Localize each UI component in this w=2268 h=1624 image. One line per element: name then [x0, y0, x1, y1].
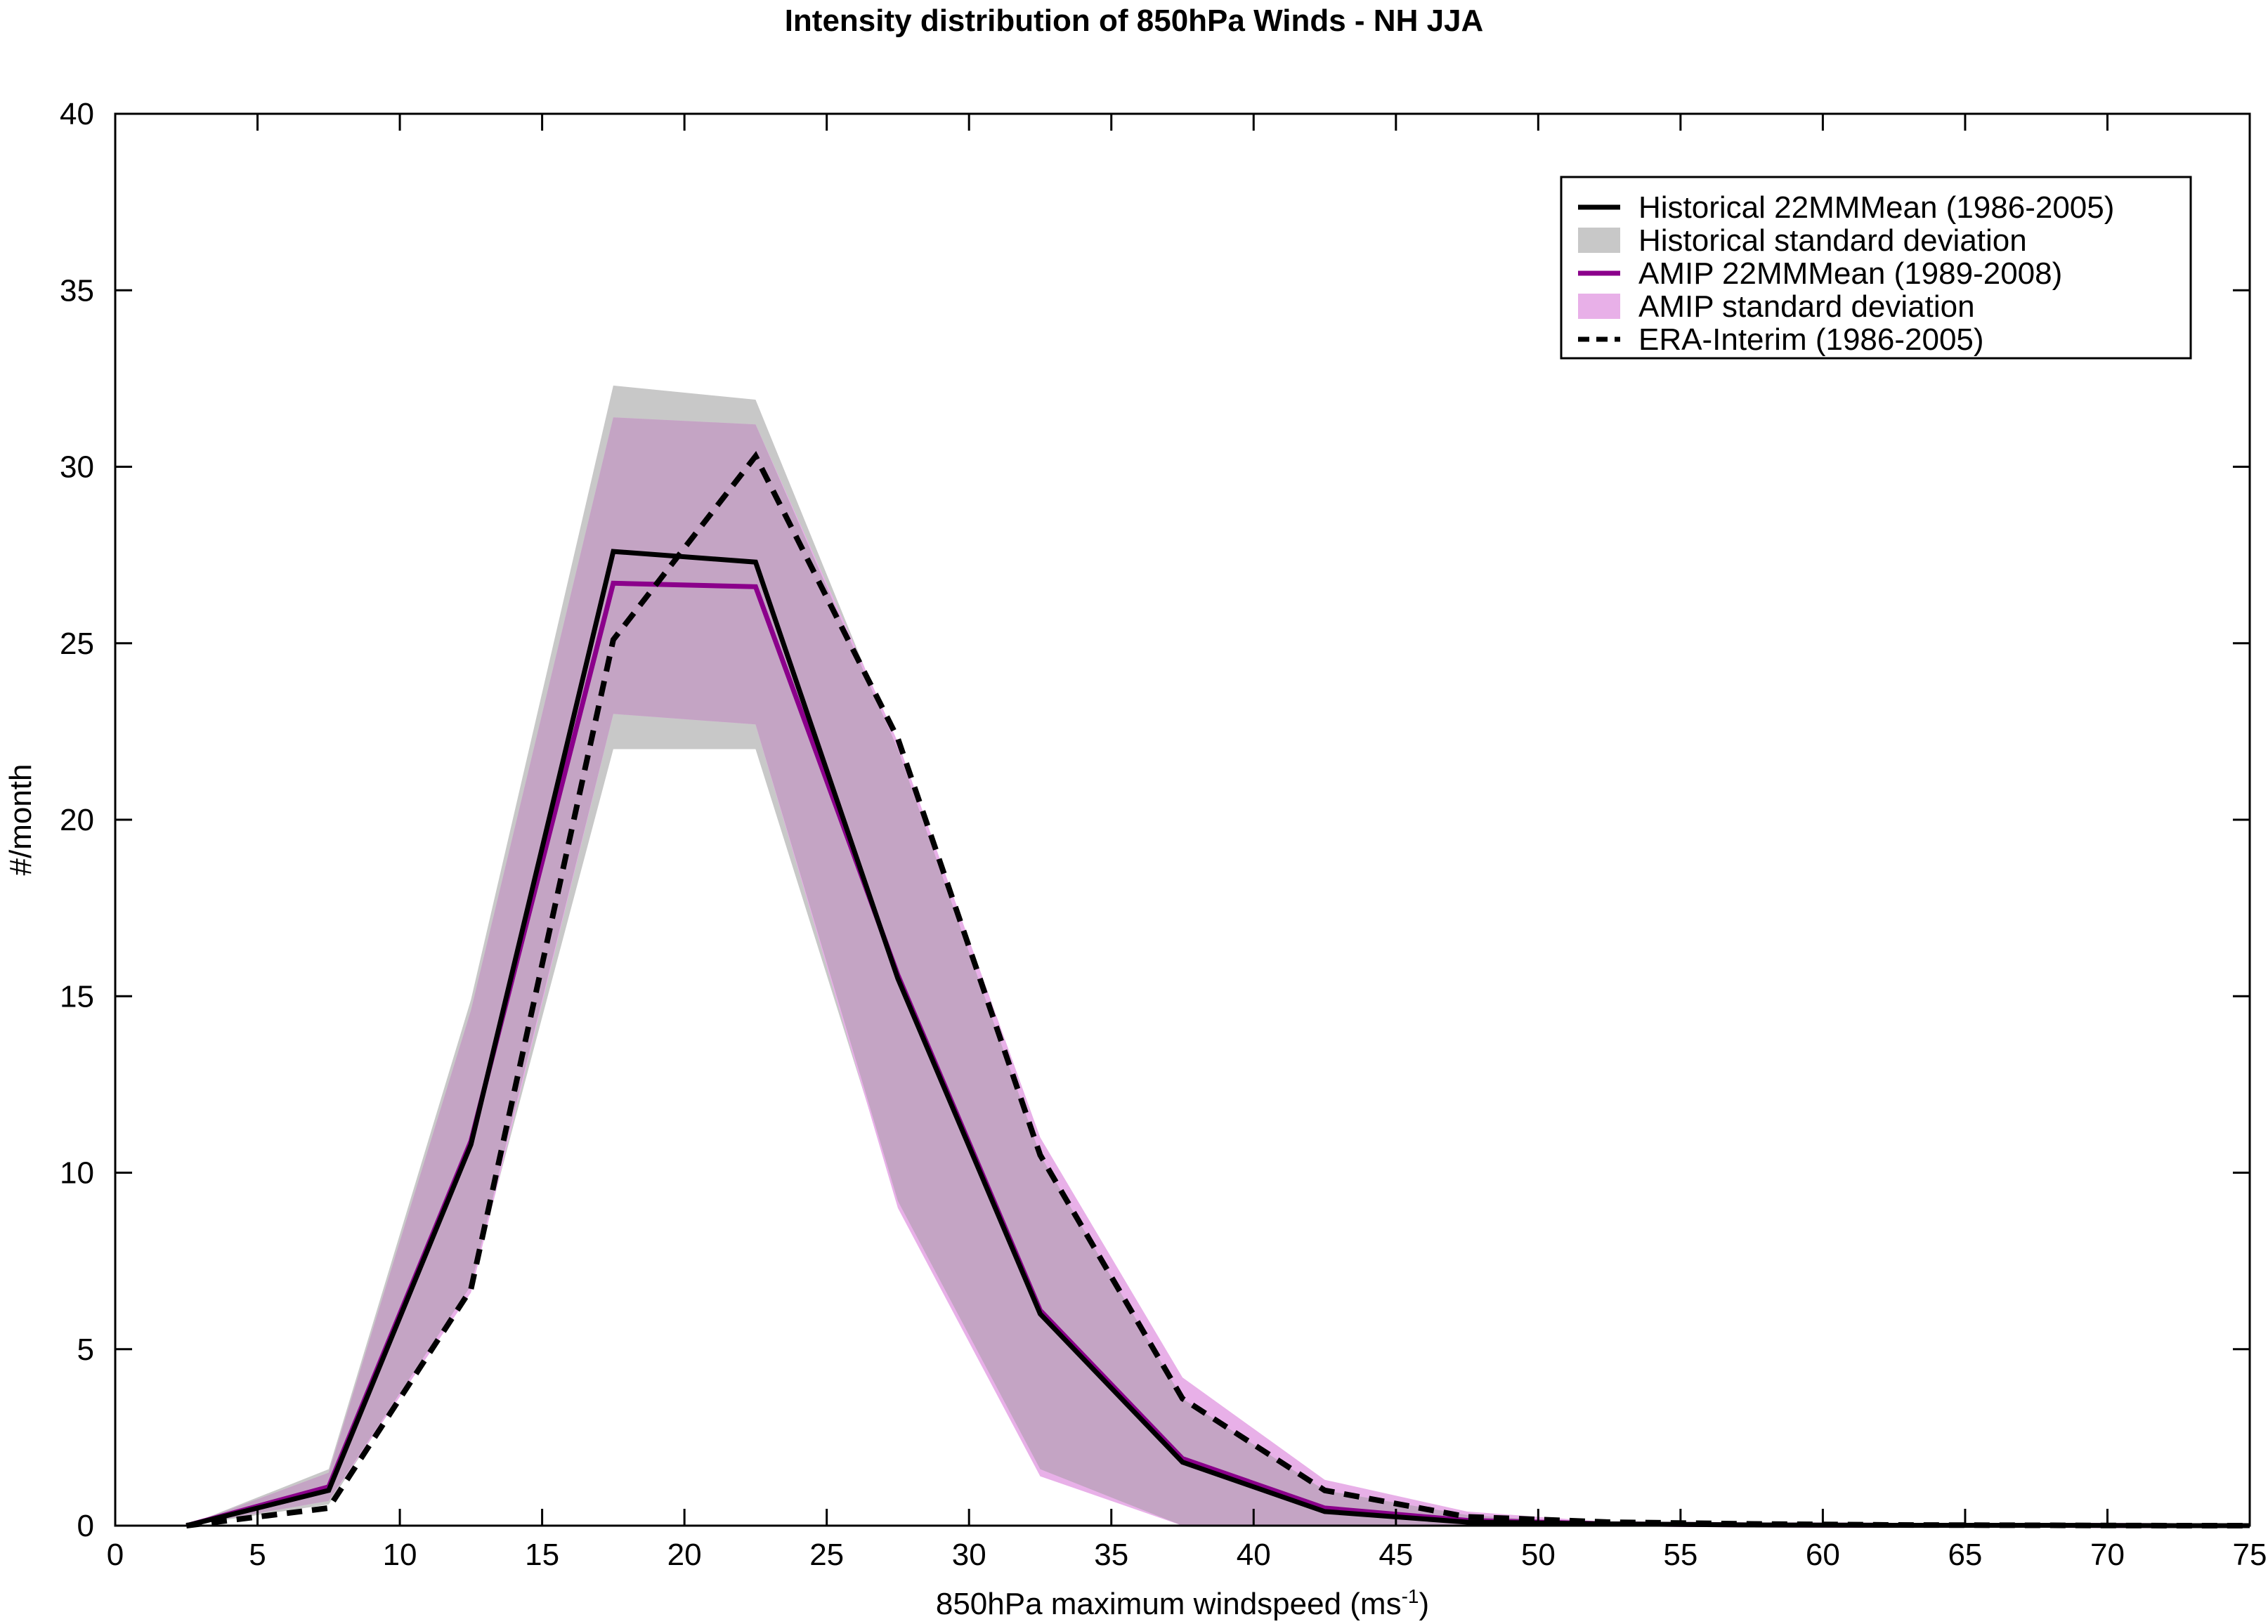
x-axis-label: 850hPa maximum windspeed (ms-1): [936, 1585, 1429, 1621]
x-tick-label: 50: [1521, 1538, 1556, 1572]
y-tick-label: 30: [60, 450, 94, 485]
legend-label: ERA-Interim (1986-2005): [1638, 322, 1984, 357]
x-tick-label: 30: [952, 1538, 986, 1572]
x-tick-label: 75: [2233, 1538, 2267, 1572]
y-tick-label: 20: [60, 803, 94, 837]
y-tick-label: 35: [60, 273, 94, 308]
y-tick-label: 25: [60, 627, 94, 661]
x-tick-label: 65: [1948, 1538, 1982, 1572]
x-axis: 0 5 10 15 20 25 30 35 40 45 50 55 60 65 70 75: [107, 114, 2267, 1572]
legend-swatch-historical-standard-deviation: [1578, 228, 1620, 253]
x-tick-label: 25: [809, 1538, 844, 1572]
x-axis-label-superscript: -1: [1402, 1585, 1419, 1607]
y-tick-label: 0: [77, 1509, 94, 1543]
legend-label: Historical standard deviation: [1638, 223, 2027, 258]
x-tick-label: 5: [249, 1538, 266, 1572]
legend-label: Historical 22MMMean (1986-2005): [1638, 190, 2114, 225]
band-overlap: [186, 417, 2250, 1526]
x-tick-label: 70: [2090, 1538, 2125, 1572]
y-axis: 0 5 10 15 20 25 30 35 40: [60, 97, 2250, 1543]
x-tick-label: 35: [1094, 1538, 1128, 1572]
y-tick-label: 5: [77, 1332, 94, 1367]
y-tick-label: 10: [60, 1156, 94, 1191]
legend-box: [1560, 176, 2192, 360]
x-axis-label-text: 850hPa maximum windspeed (ms: [936, 1587, 1402, 1621]
legend: Historical 22MMMean (1986-2005)Historica…: [1560, 176, 2192, 360]
chart-title: Intensity distribution of 850hPa Winds -…: [785, 4, 1484, 38]
band-overlap-layer: [186, 417, 2250, 1526]
legend-label: AMIP 22MMMean (1989-2008): [1638, 256, 2062, 291]
x-tick-label: 55: [1663, 1538, 1697, 1572]
series-line-era-interim-1986-2005: [185, 450, 2250, 1528]
y-tick-label: 40: [60, 97, 94, 131]
x-tick-label: 45: [1379, 1538, 1413, 1572]
x-axis-label-suffix: ): [1419, 1587, 1429, 1621]
legend-label: AMIP standard deviation: [1638, 289, 1975, 324]
x-tick-label: 10: [383, 1538, 417, 1572]
y-axis-label: #/month: [4, 764, 38, 876]
legend-swatch-amip-standard-deviation: [1578, 294, 1620, 319]
y-tick-label: 15: [60, 979, 94, 1014]
x-tick-label: 20: [667, 1538, 702, 1572]
x-tick-label: 60: [1806, 1538, 1840, 1572]
x-tick-label: 40: [1237, 1538, 1271, 1572]
x-tick-label: 0: [107, 1538, 124, 1572]
x-tick-label: 15: [525, 1538, 559, 1572]
